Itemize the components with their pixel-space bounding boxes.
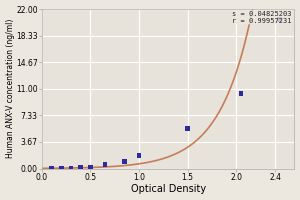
- Point: [88, 165, 93, 169]
- Point: [78, 166, 83, 169]
- Point: [278, 18, 282, 22]
- Point: [49, 167, 54, 170]
- Text: s = 0.04825203
r = 0.99957231: s = 0.04825203 r = 0.99957231: [232, 11, 292, 24]
- X-axis label: Optical Density: Optical Density: [130, 184, 206, 194]
- Point: [122, 160, 127, 163]
- Point: [69, 167, 74, 170]
- Point: [238, 92, 243, 95]
- Point: [185, 127, 190, 130]
- Y-axis label: Human ANX-V concentration (ng/ml): Human ANX-V concentration (ng/ml): [6, 19, 15, 158]
- Point: [103, 163, 107, 166]
- Point: [59, 167, 64, 170]
- Point: [136, 154, 141, 157]
